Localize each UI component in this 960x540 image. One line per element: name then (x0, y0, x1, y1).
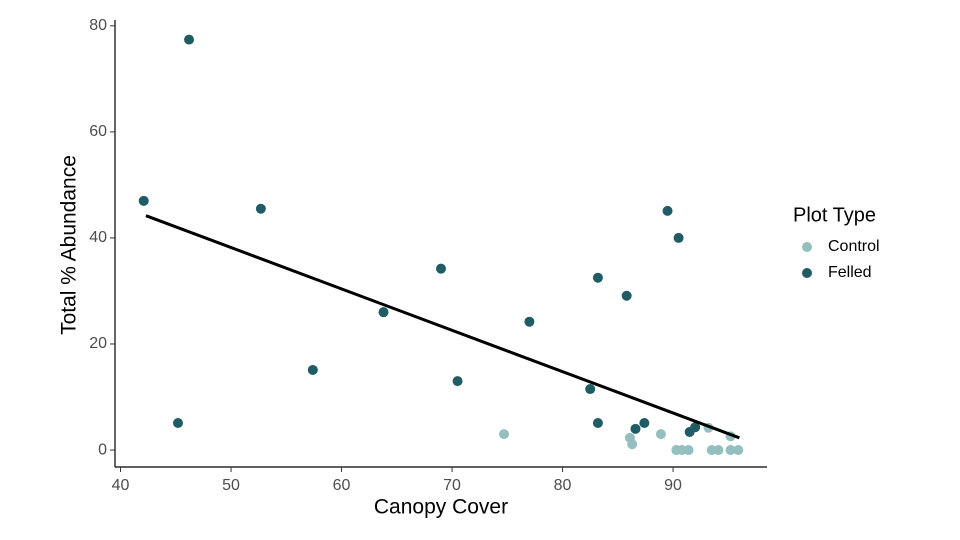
point (255, 203, 266, 214)
point (452, 376, 463, 387)
point (498, 429, 509, 440)
point (655, 429, 666, 440)
point (184, 34, 195, 45)
x-tick-label: 50 (222, 477, 240, 494)
y-tick-label: 0 (98, 441, 107, 458)
y-tick-label: 40 (89, 229, 107, 246)
x-tick-label: 70 (443, 477, 461, 494)
legend-swatch (802, 268, 812, 278)
x-tick-label: 90 (664, 477, 682, 494)
legend-title: Plot Type (793, 204, 876, 226)
point (673, 232, 684, 243)
point (630, 423, 641, 434)
point (621, 290, 632, 301)
point (592, 417, 603, 428)
legend-swatch (802, 242, 812, 252)
point (172, 417, 183, 428)
point (713, 445, 724, 456)
point (683, 445, 694, 456)
point (733, 445, 744, 456)
point (307, 364, 318, 375)
point (725, 445, 736, 456)
legend-label: Felled (828, 264, 872, 281)
point (585, 384, 596, 395)
point (627, 439, 638, 450)
x-tick-label: 60 (333, 477, 351, 494)
x-tick-label: 40 (112, 477, 130, 494)
x-axis-title: Canopy Cover (374, 496, 508, 519)
point (378, 307, 389, 318)
y-tick-label: 80 (89, 17, 107, 34)
point (690, 422, 701, 433)
legend-label: Control (828, 238, 880, 255)
x-tick-label: 80 (554, 477, 572, 494)
y-tick-label: 60 (89, 123, 107, 140)
fit-line (145, 214, 740, 440)
point (639, 417, 650, 428)
point (436, 263, 446, 274)
point (662, 205, 673, 216)
point (524, 316, 535, 327)
y-axis-title: Total % Abundance (58, 155, 81, 335)
point (138, 195, 149, 206)
point (592, 272, 603, 283)
y-tick-label: 20 (89, 335, 107, 352)
